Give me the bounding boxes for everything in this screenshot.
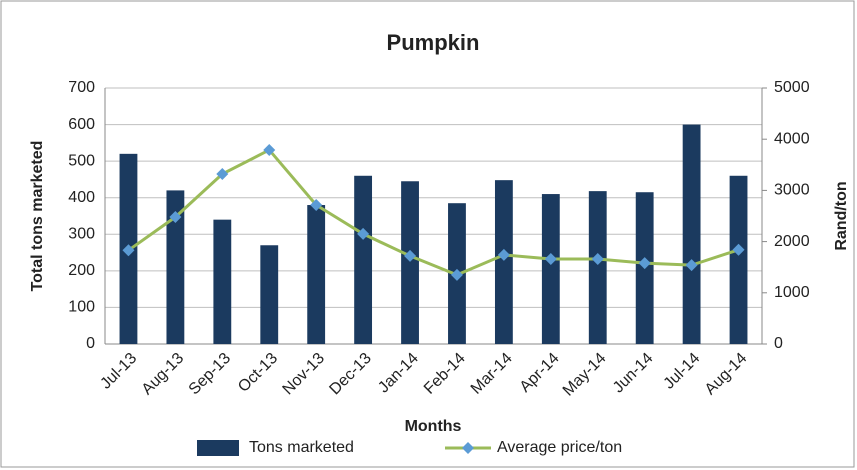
y-tick-label: 200 [68, 262, 95, 279]
y-tick-label: 0 [86, 335, 95, 352]
marker [169, 211, 182, 224]
y-tick-label: 300 [68, 226, 95, 243]
bar [260, 245, 279, 344]
bar [682, 124, 701, 344]
y2-axis-title: Rand/ton [833, 181, 850, 250]
legend-label: Average price/ton [497, 439, 622, 456]
marker [122, 244, 135, 257]
marker [263, 143, 276, 156]
bar [729, 175, 748, 344]
line [127, 148, 740, 277]
marker [357, 227, 370, 240]
bar [307, 205, 326, 344]
marker [216, 168, 229, 181]
y2-tick-label: 1000 [774, 284, 810, 301]
legend-label: Tons marketed [249, 439, 354, 456]
bar [213, 219, 232, 344]
y2-tick-label: 0 [774, 335, 783, 352]
y-tick-label: 400 [68, 189, 95, 206]
y-tick-label: 600 [68, 116, 95, 133]
y-tick-label: 500 [68, 152, 95, 169]
marker [638, 257, 651, 270]
y-axis-title: Total tons marketed [29, 141, 46, 292]
legend-marker [462, 442, 474, 454]
bar [541, 194, 560, 344]
bar [588, 191, 607, 344]
y2-tick-label: 4000 [774, 130, 810, 147]
chart-title: Pumpkin [387, 30, 480, 55]
marker [450, 268, 463, 281]
marker [685, 259, 698, 272]
marker [591, 253, 604, 266]
y-tick-label: 100 [68, 299, 95, 316]
bar [494, 180, 513, 344]
marker [310, 198, 323, 211]
y-tick-label: 700 [68, 79, 95, 96]
bar [354, 175, 373, 344]
marker [404, 249, 417, 262]
bar [166, 190, 185, 344]
legend-swatch [197, 440, 239, 456]
bar [401, 181, 419, 344]
x-axis-title: Months [405, 418, 462, 435]
y2-tick-label: 2000 [774, 233, 810, 250]
marker [497, 248, 510, 261]
y2-tick-label: 3000 [774, 182, 810, 199]
marker [732, 243, 745, 256]
y2-tick-label: 5000 [774, 79, 810, 96]
marker [544, 253, 557, 266]
